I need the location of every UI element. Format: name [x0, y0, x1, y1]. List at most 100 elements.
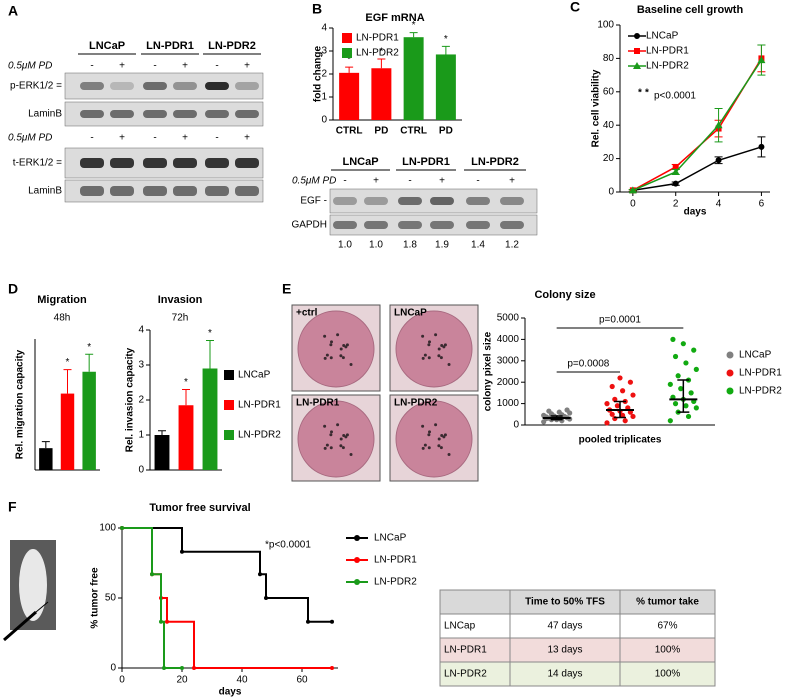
legend-marker	[633, 62, 641, 69]
annotation: p=0.0008	[567, 359, 609, 370]
y-tick-label: 0	[513, 420, 519, 431]
legend-label: LNCaP	[646, 31, 679, 42]
colony-dot	[344, 435, 348, 439]
table-row	[439, 613, 716, 639]
blot-band	[80, 82, 104, 90]
y-tick-label: 2	[138, 395, 144, 406]
table-cell: 47 days	[547, 621, 582, 632]
colony-label: LN-PDR2	[394, 398, 438, 409]
y-tick-label: 1	[321, 92, 327, 103]
point	[628, 186, 637, 194]
blot-band	[143, 110, 167, 118]
colony-dot	[323, 424, 327, 428]
legend-label: LN-PDR1	[356, 33, 399, 44]
line	[632, 58, 763, 191]
y-axis-label: Rel. cell viability	[591, 69, 602, 147]
blot-band	[143, 82, 167, 90]
blot-band	[235, 82, 259, 90]
treatment-sign: -	[215, 133, 218, 144]
annotation: *p<0.0001	[265, 540, 311, 551]
point	[758, 143, 765, 150]
cell-line-header: LNCaP	[342, 156, 378, 168]
blot-band	[110, 158, 134, 168]
colony-dot	[339, 354, 343, 358]
treatment-sign: -	[153, 133, 156, 144]
colony-dot	[421, 446, 425, 450]
annotation: p<0.0001	[654, 91, 696, 102]
y-tick-label: 2	[321, 69, 327, 80]
significance: *	[645, 88, 649, 99]
point	[162, 666, 166, 670]
chart-title: EGF mRNA	[365, 12, 424, 24]
colony-dot	[443, 433, 447, 437]
blot-band	[173, 110, 197, 118]
blot-band	[173, 82, 197, 90]
point	[604, 420, 610, 426]
colony-dot	[325, 443, 329, 447]
y-axis-label: fold change	[313, 46, 324, 103]
colony-dot	[329, 343, 333, 347]
y-tick-label: 5000	[497, 313, 520, 324]
quantification: 1.8	[403, 240, 417, 251]
blot-band	[143, 186, 167, 196]
legend-label: LN-PDR1	[374, 555, 417, 566]
quantification: 1.0	[338, 240, 352, 251]
point	[165, 619, 169, 624]
point	[757, 56, 766, 64]
point	[630, 392, 636, 398]
treatment-sign: +	[439, 176, 445, 187]
colony-dot	[427, 446, 431, 450]
blot-band	[235, 186, 259, 196]
colony-dot	[329, 446, 333, 450]
x-tick-label: 2	[673, 199, 679, 210]
error-bar	[345, 66, 354, 73]
y-axis-label: % tumor free	[90, 567, 101, 629]
panel-label: E	[282, 281, 291, 297]
table-cell: 67%	[657, 621, 677, 632]
panel-label: D	[8, 281, 18, 297]
colony-dot	[447, 362, 451, 366]
colony-dot	[434, 333, 438, 337]
y-tick-label: 3	[321, 46, 327, 57]
y-tick-label: 4	[321, 23, 327, 34]
colony-dot	[421, 334, 425, 338]
blot-band	[235, 158, 259, 168]
error-bar	[377, 58, 386, 69]
significance: *	[412, 20, 416, 31]
point	[667, 418, 673, 424]
legend-marker	[726, 351, 734, 359]
legend-label: LN-PDR2	[238, 430, 281, 441]
bar	[82, 371, 96, 470]
point	[609, 383, 615, 390]
treatment-sign: +	[244, 133, 250, 144]
treatment-sign: +	[182, 61, 188, 72]
colony-dot	[344, 345, 348, 349]
point	[180, 549, 184, 554]
blot-band	[143, 158, 167, 168]
colony-dot	[342, 343, 346, 347]
y-tick-label: 1000	[497, 398, 520, 409]
treatment-sign: -	[343, 176, 346, 187]
legend-marker	[726, 369, 734, 377]
point	[306, 619, 310, 624]
cell-line-header: LNCaP	[89, 40, 125, 52]
point	[258, 572, 262, 577]
table-cell: 14 days	[547, 669, 582, 680]
point	[604, 401, 610, 407]
y-tick-label: 20	[603, 153, 615, 164]
blot-band	[500, 221, 524, 229]
x-tick-label: 40	[236, 675, 248, 686]
blot-band	[205, 158, 229, 168]
blot-band	[80, 186, 104, 196]
significance: *	[184, 377, 188, 388]
y-tick-label: 0	[138, 465, 144, 476]
point	[688, 390, 694, 396]
bar	[154, 435, 170, 470]
legend-label: LN-PDR1	[739, 368, 782, 379]
point	[714, 121, 723, 129]
cell-line-header: LN-PDR1	[402, 156, 450, 168]
colony-dot	[427, 433, 431, 437]
colony-dot	[427, 356, 431, 360]
point	[670, 336, 676, 342]
y-tick-label: 40	[603, 120, 615, 131]
